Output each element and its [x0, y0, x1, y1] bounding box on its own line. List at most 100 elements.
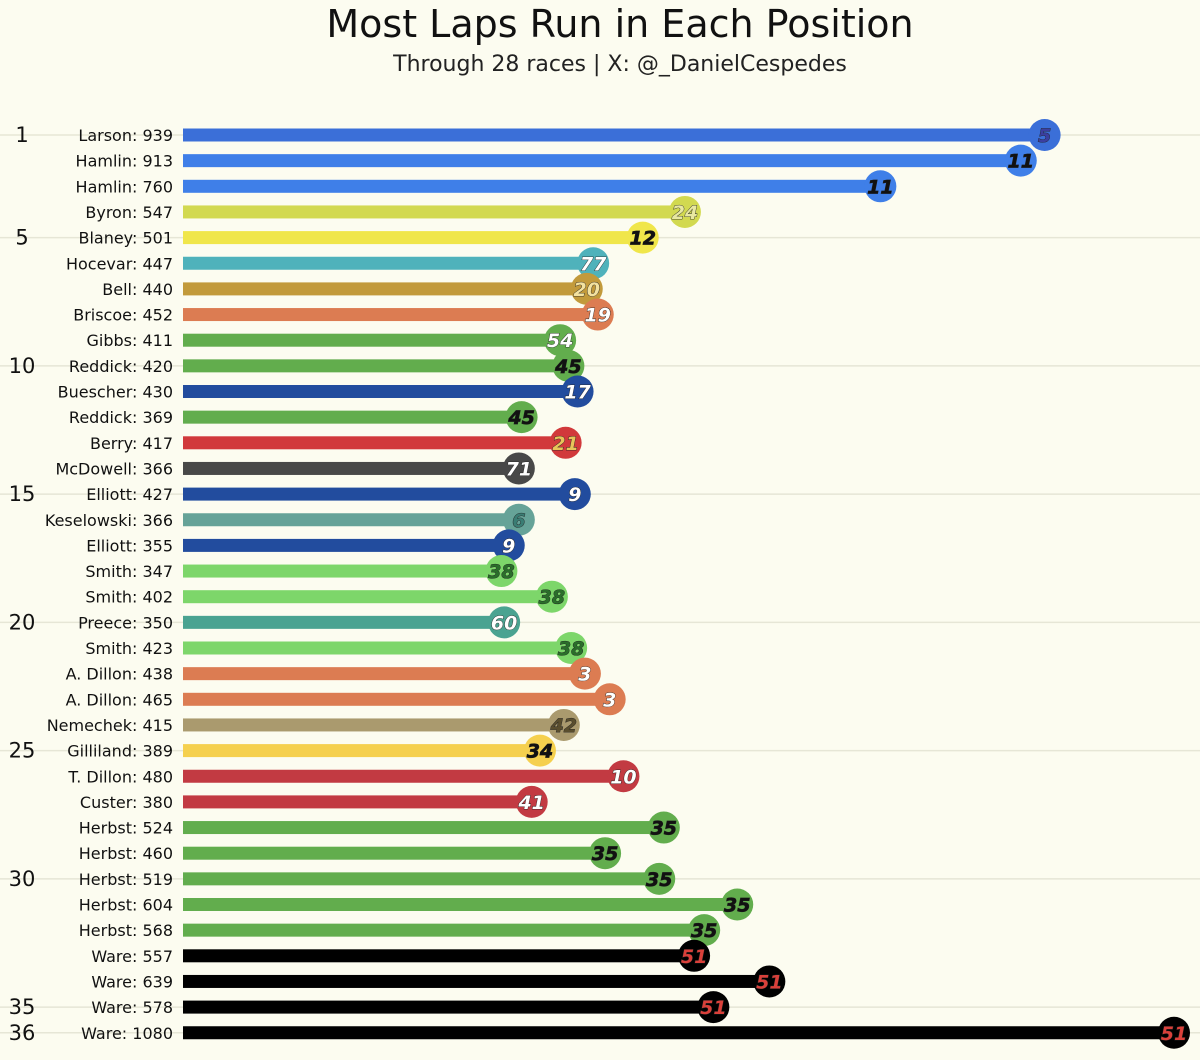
bar — [183, 538, 509, 552]
car-number-badge — [561, 375, 594, 408]
car-number-badge — [547, 708, 580, 741]
bar-label: A. Dillon: 438 — [66, 665, 173, 684]
car-number-badge — [488, 606, 521, 639]
car-number-label: 34 — [527, 741, 553, 763]
bar-label: Larson: 939 — [78, 126, 173, 145]
bar — [183, 154, 1021, 168]
bar-label: Hocevar: 447 — [66, 254, 173, 273]
bar-label: Ware: 557 — [91, 947, 173, 966]
car-number-label: 51 — [756, 971, 782, 993]
car-number-label: 17 — [564, 382, 591, 404]
bar-label: Smith: 423 — [85, 639, 173, 658]
car-number-label: 35 — [724, 895, 750, 917]
car-number-badge — [502, 452, 535, 485]
car-number-badge — [568, 657, 601, 690]
car-number-badge — [589, 837, 622, 870]
bar-label: Byron: 547 — [85, 203, 173, 222]
bar-label: Reddick: 420 — [69, 357, 173, 376]
car-number-badge — [544, 324, 577, 357]
car-number-badge — [626, 221, 659, 254]
bar — [183, 898, 738, 911]
bar — [183, 1000, 714, 1014]
car-number-label: 12 — [629, 228, 655, 250]
car-number-label: 9 — [502, 535, 515, 557]
car-number-label: 77 — [580, 253, 607, 275]
bar — [183, 641, 572, 655]
car-number-label: 10 — [610, 766, 636, 788]
bar — [183, 872, 660, 886]
bar — [183, 718, 564, 732]
car-number-label: 9 — [568, 484, 581, 506]
bar-label: McDowell: 366 — [55, 459, 173, 478]
car-number-label: 21 — [552, 433, 578, 455]
car-number-badge — [558, 478, 591, 511]
car-number-badge — [515, 785, 548, 818]
car-number-badge — [577, 247, 610, 280]
car-number-badge — [1158, 1016, 1190, 1049]
bar-label: Reddick: 369 — [69, 408, 173, 427]
car-number-label: 5 — [1038, 125, 1051, 147]
bar — [183, 590, 552, 604]
bar — [183, 667, 585, 681]
bar — [183, 615, 505, 629]
car-number-badge — [688, 914, 721, 947]
position-tick-label: 10 — [9, 354, 36, 378]
car-number-badge — [552, 349, 585, 382]
chart-title: Most Laps Run in Each Position — [326, 2, 914, 46]
bar-label: T. Dillon: 480 — [67, 767, 173, 786]
car-number-label: 35 — [646, 869, 672, 891]
car-number-badge — [492, 529, 525, 562]
car-number-label: 45 — [554, 356, 581, 378]
bar-label: Ware: 578 — [91, 998, 173, 1017]
car-number-badge — [753, 965, 786, 998]
bar — [183, 461, 519, 475]
car-number-badge — [1004, 144, 1037, 177]
bar-label: Blaney: 501 — [78, 229, 173, 248]
car-number-label: 11 — [1008, 151, 1034, 173]
car-number-badge — [593, 683, 626, 716]
bar-label: Herbst: 519 — [79, 870, 173, 889]
bar-label: Herbst: 524 — [79, 819, 173, 838]
bar-label: Hamlin: 760 — [76, 177, 173, 196]
position-tick-label: 15 — [9, 482, 36, 506]
car-number-label: 6 — [512, 510, 525, 532]
car-number-label: 41 — [517, 792, 544, 814]
car-number-label: 54 — [547, 330, 573, 352]
car-number-badge — [570, 272, 603, 305]
bar-label: Gilliland: 389 — [67, 742, 173, 761]
bar — [183, 487, 575, 501]
bar — [183, 436, 566, 450]
car-number-label: 51 — [700, 997, 726, 1019]
car-number-label: 38 — [558, 638, 584, 660]
car-number-badge — [1028, 119, 1061, 151]
bar — [183, 231, 643, 245]
bar-label: Herbst: 604 — [79, 896, 173, 915]
car-number-badge — [523, 734, 556, 767]
car-number-label: 38 — [488, 561, 514, 583]
bar — [183, 385, 578, 398]
position-tick-label: 5 — [15, 226, 28, 250]
car-number-label: 45 — [507, 407, 534, 429]
position-tick-label: 20 — [9, 610, 36, 634]
bar — [183, 359, 569, 373]
car-number-badge — [721, 888, 754, 921]
bar-label: Bell: 440 — [102, 280, 173, 299]
bar-label: A. Dillon: 465 — [66, 690, 173, 709]
bar-label: Elliott: 427 — [86, 485, 173, 504]
car-number-badge — [678, 939, 711, 972]
car-number-label: 11 — [867, 176, 893, 198]
bar — [183, 256, 594, 270]
bar — [183, 949, 695, 963]
bar — [183, 744, 540, 758]
bar-label: Smith: 402 — [85, 588, 173, 607]
bar-label: Ware: 1080 — [81, 1024, 173, 1043]
car-number-badge — [668, 195, 701, 228]
car-number-badge — [697, 991, 730, 1024]
position-tick-label: 35 — [9, 995, 36, 1019]
car-number-badge — [549, 426, 582, 459]
car-number-badge — [864, 170, 897, 203]
car-number-label: 24 — [672, 202, 698, 224]
car-number-badge — [607, 760, 640, 793]
bar-label: Hamlin: 913 — [76, 152, 173, 171]
